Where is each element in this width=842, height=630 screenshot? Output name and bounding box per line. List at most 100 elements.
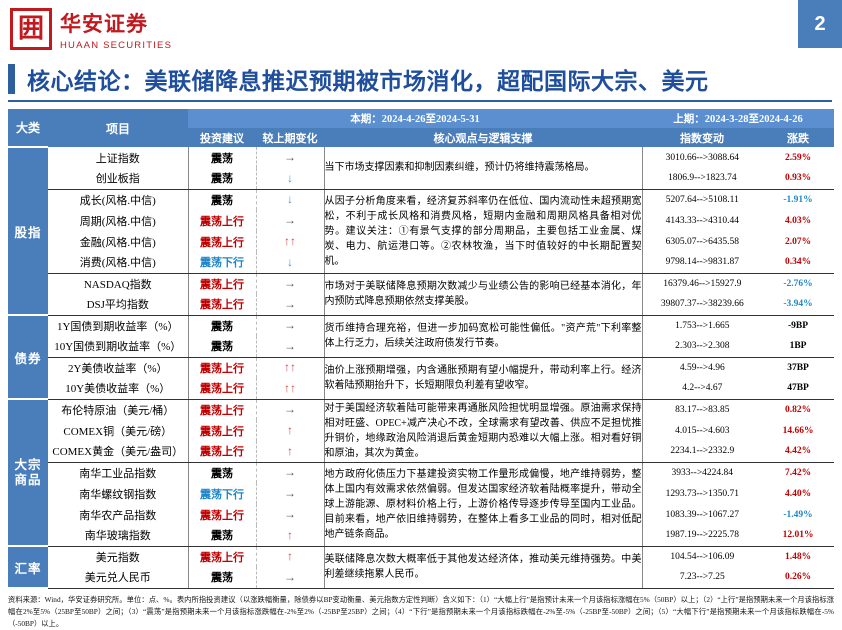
trend-arrow-icon: → [255,294,324,316]
row-item-name: 南华螺纹钢指数 [79,488,157,501]
pct-change-value: 4.03% [784,215,812,226]
pct-change-value: -9BP [788,320,809,331]
index-change-value: 7.23-->7.25 [642,567,763,589]
row-item-name: NASDAQ指数 [83,278,152,291]
th-item: 项目 [48,109,188,147]
trend-arrow-icon: → [255,504,324,525]
row-item-name: 2Y美债收益率（%） [67,362,168,375]
row-item-name: 1Y国债到期收益率（%） [56,320,179,333]
trend-arrow-icon: → [255,567,324,589]
th-core-view: 核心观点与逻辑支撑 [324,128,643,147]
index-change-value: 16379.46-->15927.9 [663,278,742,289]
trend-arrow-icon: → [255,210,324,231]
index-change-value: 3010.66-->3088.64 [665,152,739,163]
index-change-value: 4.59-->4.96 [679,362,725,373]
table-row: COMEX铜（美元/磅） 震荡上行 ↑ 4.015-->4.603 14.66% [8,420,834,441]
row-item-name: 美元指数 [95,551,140,564]
pct-change-value: 14.66% [782,425,814,436]
pct-change-value: 0.82% [784,404,812,415]
investment-advice: 震荡上行 [187,210,256,231]
trend-arrow-icon: ↑↑ [255,357,324,378]
row-item-name: 南华农产品指数 [79,509,157,522]
investment-advice: 震荡 [187,567,256,589]
investment-advice: 震荡上行 [187,420,256,441]
page-number-badge: 2 [798,0,842,48]
index-change-value: 4143.33-->4310.44 [665,215,739,226]
index-change-value: 2.303-->2.308 [642,336,763,358]
row-item-name: 创业板指 [48,168,188,190]
brand-name-en: HUAAN SECURITIES [60,39,173,51]
pct-change-value: 1.48% [784,551,812,562]
row-item-name: 周期(风格.中信) [79,215,156,228]
table-row: 2Y美债收益率（%） 震荡上行 ↑↑ 油价上涨预期增强，内含通胀预期有望小幅提升，带动… [8,357,834,400]
table-row: 金融(风格.中信) 震荡上行 ↑↑ 6305.07-->6435.58 2.07% [8,231,834,252]
table-row: 美元兑人民币 震荡 → 7.23-->7.25 0.26% [8,567,835,589]
brand-text: 华安证券 HUAAN SECURITIES [60,8,172,51]
pct-change-value: 4.40% [784,488,812,499]
index-change-value: 1083.39-->1067.27 [665,509,739,520]
trend-arrow-icon: ↑↑ [255,231,324,252]
index-change-value: 4.015-->4.603 [675,425,730,436]
core-view-text: 对于美国经济软着陆可能带来再通胀风险担忧明显增强。原油需求保持相对旺盛、OPEC… [323,399,643,463]
index-change-value: 83.17-->83.85 [675,404,730,415]
investment-advice: 震荡下行 [187,252,256,274]
row-item-name: 布伦特原油（美元/桶） [61,404,175,417]
investment-advice: 震荡上行 [187,441,256,463]
trend-arrow-icon: → [255,315,324,336]
trend-arrow-icon: ↓ [255,189,324,210]
pct-change-value: 1BP [762,336,835,358]
pct-change-value: 37BP [787,362,809,373]
pct-change-value: 47BP [762,378,835,400]
brand-logo: 囲 华安证券 HUAAN SECURITIES [10,8,172,51]
pct-change-value: 0.34% [762,252,835,274]
index-change-value: 6305.07-->6435.58 [665,236,739,247]
index-change-value: 3933-->4224.84 [671,467,734,478]
logo-glyph: 囲 [17,14,44,44]
core-view-text: 从因子分析角度来看，经济复苏斜率仍在低位、国内流动性未超预期宽松，不利于成长风格… [323,189,643,274]
page-header: 囲 华安证券 HUAAN SECURITIES 2 [0,0,842,58]
table-row: 南华农产品指数 震荡上行 → 1083.39-->1067.27 -1.49% [8,504,834,525]
trend-arrow-icon: ↑ [255,546,324,567]
th-category: 大类 [8,109,48,147]
title-accent-bar [8,64,15,94]
brand-name-cn: 华安证券 [60,10,148,36]
row-item-name: COMEX黄金（美元/盎司） [48,441,188,463]
trend-arrow-icon: ↓ [255,252,324,274]
row-item-name: 金融(风格.中信) [79,236,156,249]
pct-change-value: 2.59% [784,152,812,163]
index-change-value: 1.753-->1.665 [675,320,730,331]
table-row: DSJ平均指数 震荡上行 → 39807.37-->38239.66 -3.94% [8,294,835,316]
core-view-text: 货币维持合理充裕，但进一步加码宽松可能性偏低。"资产荒"下利率整体上行乏力，后续… [323,315,643,358]
pct-change-value: 2.07% [784,236,812,247]
table-row: 南华工业品指数 震荡 → 地方政府化债压力下基建投资实物工作量形成偏慢，地产维持弱势，… [8,462,834,547]
trend-arrow-icon: ↑ [255,420,324,441]
pct-change-value: 0.26% [762,567,835,589]
row-item-name: 南华工业品指数 [79,467,157,480]
pct-change-value: 4.42% [762,441,835,463]
row-item-name: 美元兑人民币 [48,567,188,589]
investment-advice: 震荡上行 [187,273,256,294]
index-change-value: 2234.1-->2332.9 [642,441,763,463]
table-row: COMEX黄金（美元/盎司） 震荡上行 ↑ 2234.1-->2332.9 4.42% [8,441,835,463]
row-item-name: 上证指数 [95,152,140,165]
core-view-text: 美联储降息次数大概率低于其他发达经济体，推动美元维持强势。中美利差继续拖累人民币… [323,546,643,589]
pct-change-value: 7.42% [784,467,812,478]
huaan-logo-icon: 囲 [10,8,52,50]
page-title: 核心结论：美联储降息推迟预期被市场消化，超配国际大宗、美元 [27,68,709,95]
asset-allocation-table: 大类 项目 本期：2024-4-26至2024-5-31 上期：2024-3-2… [8,109,835,589]
table-row: 10Y国债到期收益率（%） 震荡 → 2.303-->2.308 1BP [8,336,835,358]
table-row: NASDAQ指数 震荡上行 → 市场对于美联储降息预期次数减少与业绩公告的影响已经基本… [8,273,834,316]
th-pct-change: 涨跌 [762,128,835,147]
row-item-name: 南华玻璃指数 [48,525,188,547]
category-label-0: 股指 [8,146,48,316]
row-item-name: COMEX铜（美元/磅） [63,425,173,438]
table-row: 南华螺纹钢指数 震荡下行 → 1293.73-->1350.71 4.40% [8,483,834,504]
investment-advice: 震荡上行 [187,378,256,400]
trend-arrow-icon: → [255,273,324,294]
investment-advice: 震荡 [187,147,256,168]
table-row: 大宗 商品 布伦特原油（美元/桶） 震荡上行 → 对于美国经济软着陆可能带来再通胀风险担忧… [8,398,834,547]
trend-arrow-icon: ↓ [255,168,324,190]
category-label-1: 债券 [8,314,48,400]
investment-advice: 震荡 [187,168,256,190]
th-index-change: 指数变动 [642,128,763,147]
